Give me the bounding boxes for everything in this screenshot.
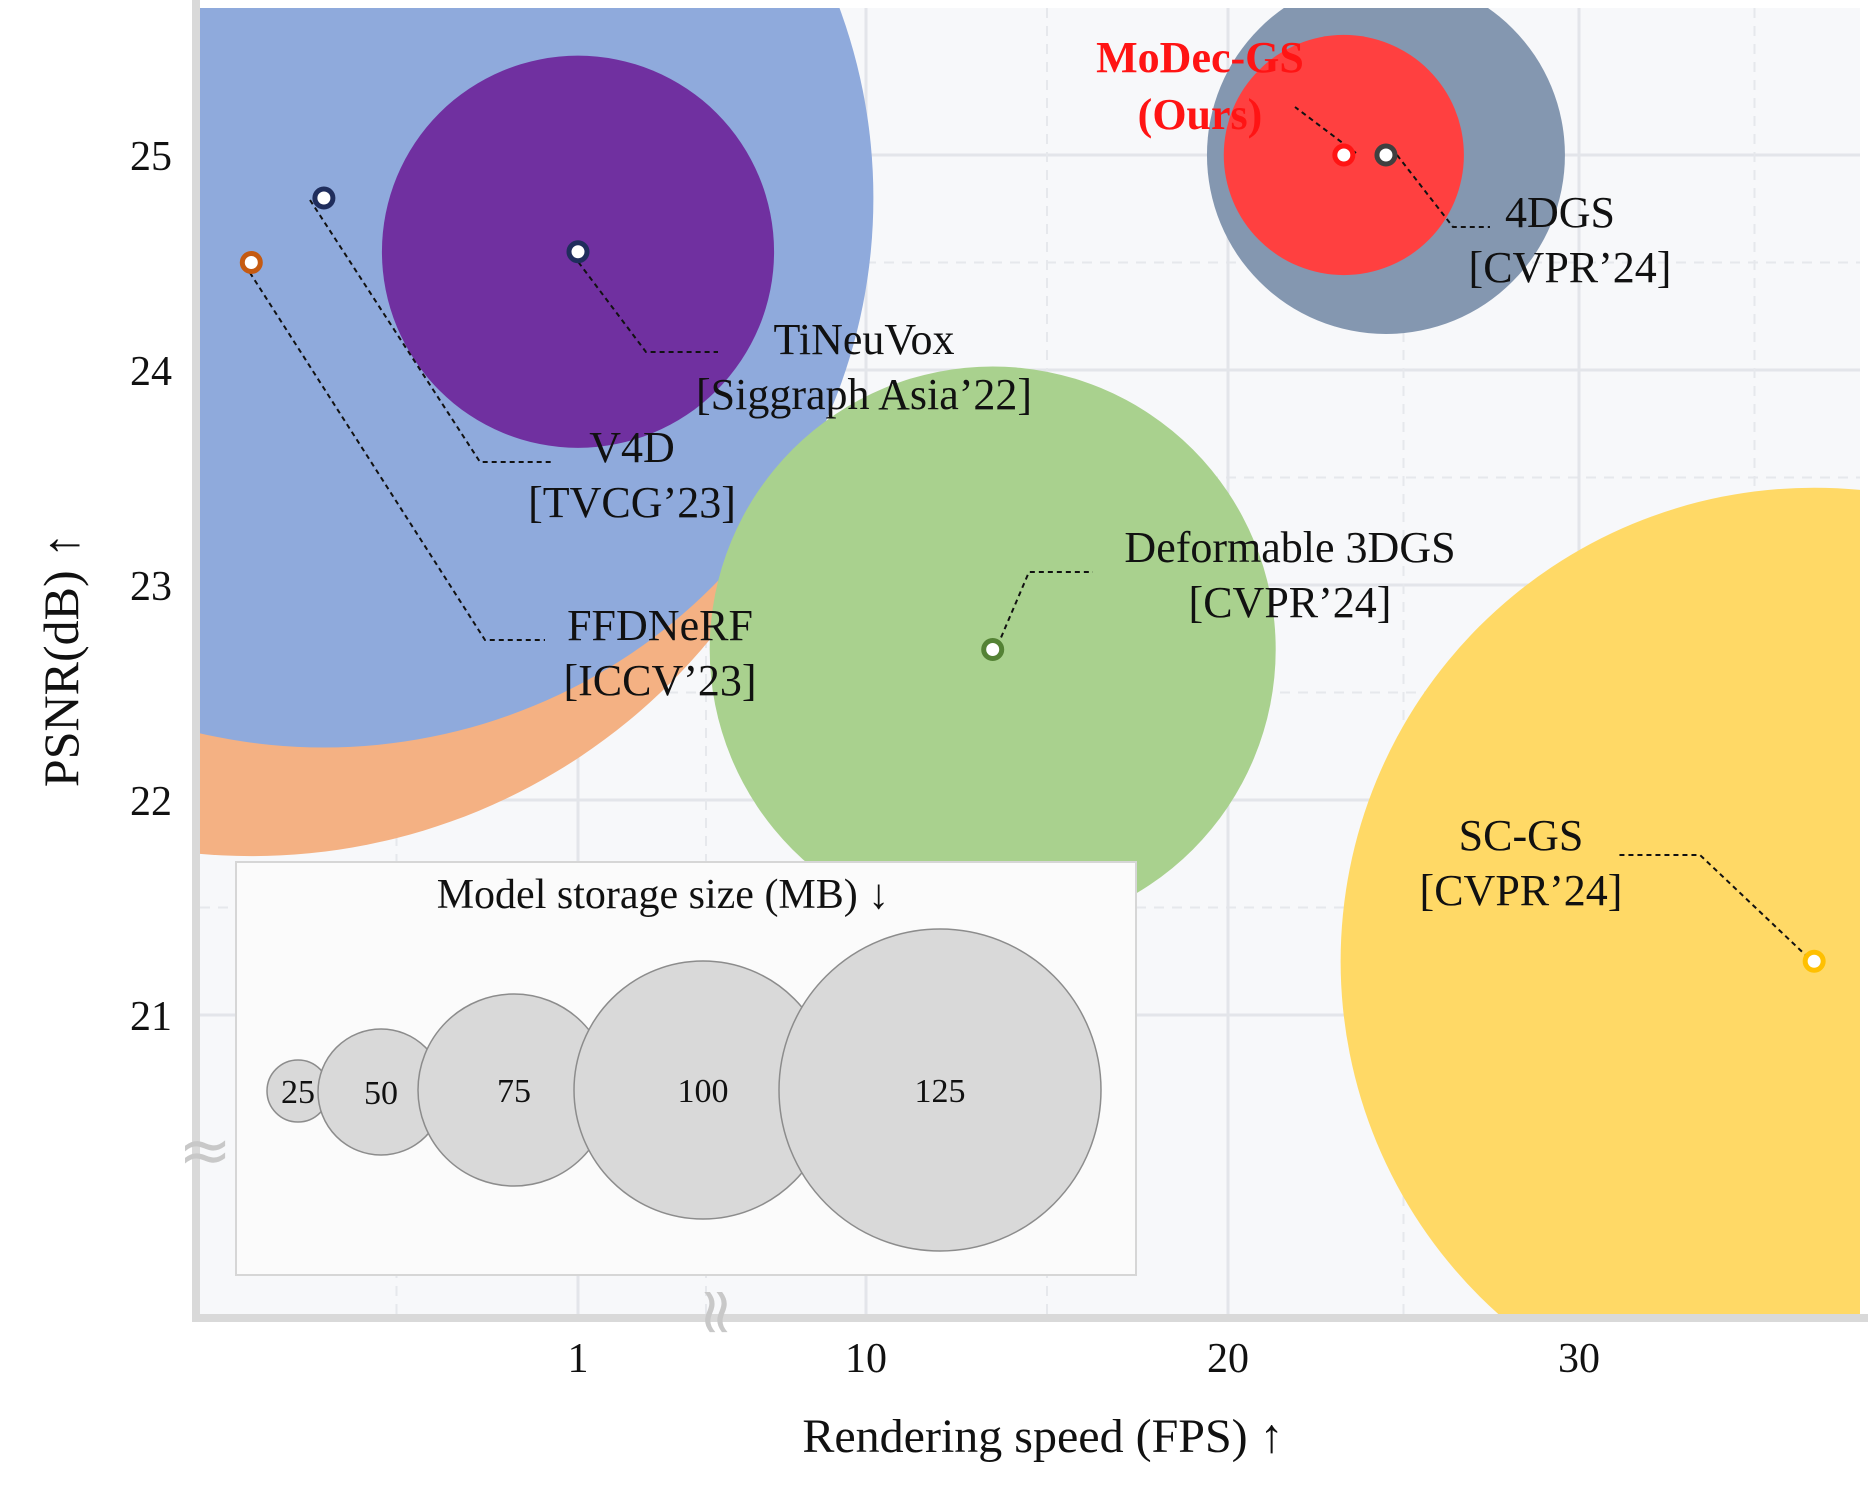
x-axis-title: Rendering speed (FPS) ↑ <box>802 1410 1283 1463</box>
legend-label-125: 125 <box>915 1073 966 1110</box>
x-tick-labels: 1 10 20 30 <box>568 1336 1601 1382</box>
axes <box>192 0 1868 1322</box>
venue-4dgs: [CVPR’24] <box>1469 243 1672 292</box>
label-v4d: V4D <box>589 423 675 472</box>
point-labels: FFDNeRF [ICCV’23] V4D [TVCG’23] TiNeuVox [Sig… <box>528 33 1671 915</box>
y-tick-24: 24 <box>130 349 172 395</box>
bubbles <box>200 8 1860 1315</box>
leader-tineuvox <box>572 254 718 353</box>
size-legend: Model storage size (MB) ↓ 25 50 75 100 125 <box>235 861 1137 1276</box>
venue-modec-gs: (Ours) <box>1138 90 1263 139</box>
y-axis-title: PSNR(dB) ↑ <box>33 533 89 787</box>
legend-title: Model storage size (MB) ↓ <box>437 872 890 918</box>
leader-ffdnerf <box>244 264 545 641</box>
x-tick-20: 20 <box>1207 1336 1249 1382</box>
venue-ffdnerf: [ICCV’23] <box>563 656 756 705</box>
marker-modec-gs <box>1332 143 1356 167</box>
leader-4dgs <box>1396 154 1490 228</box>
legend-label-75: 75 <box>497 1073 531 1110</box>
y-tick-21: 21 <box>130 994 172 1040</box>
label-modec-gs: MoDec-GS <box>1096 33 1304 82</box>
label-sc-gs: SC-GS <box>1459 811 1584 860</box>
y-tick-22: 22 <box>130 779 172 825</box>
venue-tineuvox: [Siggraph Asia’22] <box>696 370 1032 419</box>
x-tick-30: 30 <box>1558 1336 1600 1382</box>
legend-label-50: 50 <box>364 1075 398 1112</box>
marker-v4d <box>312 186 336 210</box>
x-tick-1: 1 <box>568 1336 589 1382</box>
x-tick-10: 10 <box>845 1336 887 1382</box>
bubble-sc-gs <box>1340 487 1860 1315</box>
y-axis-break: ≈ <box>178 1114 232 1188</box>
point-markers <box>239 143 1826 973</box>
y-tick-23: 23 <box>130 564 172 610</box>
label-deformable-3dgs: Deformable 3DGS <box>1124 523 1455 572</box>
leader-deformable-3dgs <box>993 571 1093 655</box>
legend-label-100: 100 <box>678 1073 729 1110</box>
venue-deformable-3dgs: [CVPR’24] <box>1189 578 1392 627</box>
venue-sc-gs: [CVPR’24] <box>1420 866 1623 915</box>
marker-sc-gs <box>1802 949 1826 973</box>
leader-v4d <box>309 199 552 463</box>
label-ffdnerf: FFDNeRF <box>567 601 753 650</box>
y-tick-labels: 21 22 23 24 25 <box>130 134 172 1040</box>
venue-v4d: [TVCG’23] <box>528 478 736 527</box>
y-tick-25: 25 <box>130 134 172 180</box>
marker-deformable-3dgs <box>981 638 1005 661</box>
legend-label-25: 25 <box>281 1074 315 1111</box>
marker-ffdnerf <box>239 251 263 274</box>
marker-4dgs <box>1374 143 1398 167</box>
legend-circle-125 <box>778 928 1102 1252</box>
label-tineuvox: TiNeuVox <box>774 315 955 364</box>
label-4dgs: 4DGS <box>1505 188 1615 237</box>
marker-tineuvox <box>566 240 590 264</box>
leader-lines <box>244 106 1816 965</box>
x-axis-break: ≈ <box>678 1285 752 1339</box>
